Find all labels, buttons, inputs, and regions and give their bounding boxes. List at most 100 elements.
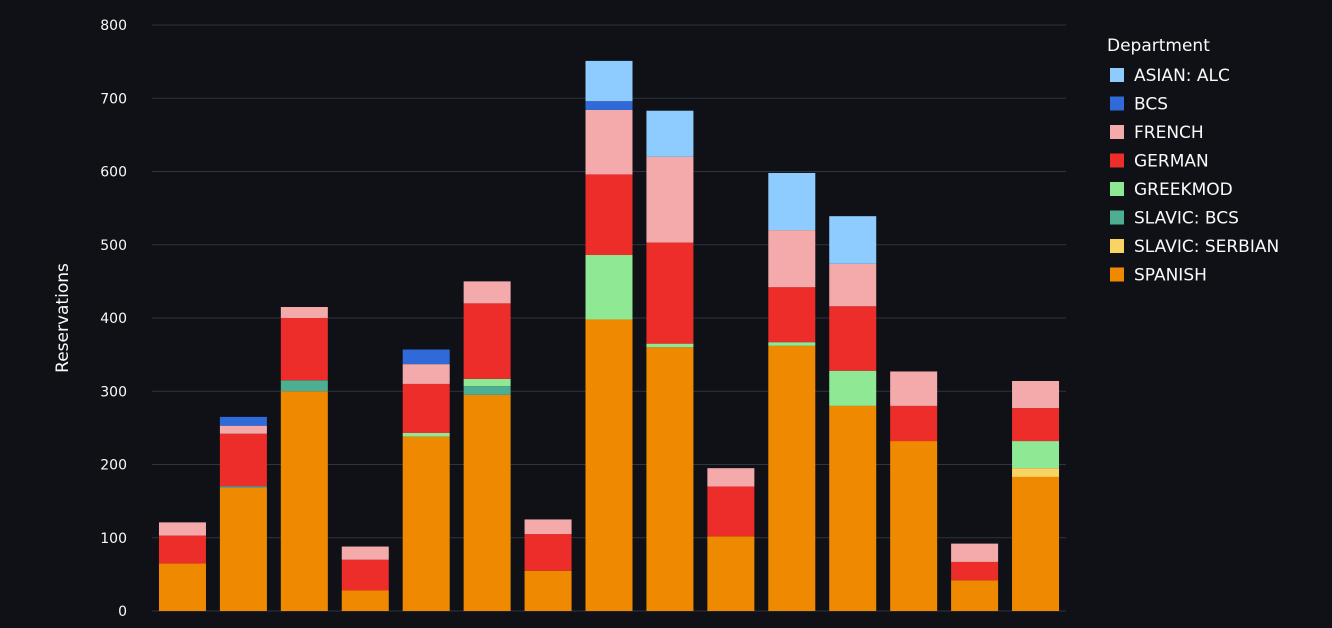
y-tick-label: 300: [100, 384, 127, 400]
bar-segment-french[interactable]: [829, 263, 877, 307]
legend-swatch: [1110, 125, 1124, 139]
bar-segment-bcs[interactable]: [402, 349, 450, 365]
legend-item[interactable]: ASIAN: ALC: [1110, 66, 1230, 86]
bar-segment-french[interactable]: [463, 281, 511, 304]
bar-segment-slavic-serbian[interactable]: [1012, 468, 1060, 477]
y-tick-label: 700: [100, 91, 127, 107]
legend-item[interactable]: BCS: [1110, 95, 1168, 115]
bar-segment-french[interactable]: [524, 519, 572, 535]
legend-swatch: [1110, 68, 1124, 82]
bar-segment-german[interactable]: [951, 561, 999, 581]
legend: Department ASIAN: ALC BCS FRENCH GERMAN GREE…: [1107, 36, 1279, 286]
bars: [158, 60, 1060, 611]
bar-segment-greekmod[interactable]: [646, 343, 694, 348]
bar-segment-french[interactable]: [219, 425, 267, 434]
legend-label: GERMAN: [1134, 152, 1209, 172]
bar-segment-greekmod[interactable]: [1012, 441, 1060, 469]
bar-segment-german[interactable]: [402, 383, 450, 434]
y-tick-label: 200: [100, 458, 127, 474]
legend-item[interactable]: FRENCH: [1110, 123, 1204, 143]
bar-segment-french[interactable]: [768, 230, 816, 288]
legend-item[interactable]: GERMAN: [1110, 152, 1209, 172]
bar-segment-spanish[interactable]: [951, 580, 999, 611]
bar-segment-german[interactable]: [707, 486, 755, 537]
bar-segment-german[interactable]: [890, 405, 938, 442]
bar-segment-spanish[interactable]: [585, 319, 633, 611]
y-axis-ticks: 0 100 200 300 400 500 600 700 800: [100, 18, 127, 620]
bar-segment-french[interactable]: [158, 522, 206, 536]
legend-items: ASIAN: ALC BCS FRENCH GERMAN GREEKMOD SLAVIC:…: [1110, 66, 1279, 286]
legend-item[interactable]: SPANISH: [1110, 266, 1207, 286]
bar-segment-spanish[interactable]: [707, 536, 755, 611]
bar-segment-german[interactable]: [585, 174, 633, 256]
bar-segment-german[interactable]: [463, 303, 511, 379]
y-tick-label: 600: [100, 165, 127, 181]
y-tick-label: 100: [100, 531, 127, 547]
y-tick-label: 0: [118, 604, 127, 620]
legend-label: FRENCH: [1134, 123, 1204, 143]
legend-title: Department: [1107, 36, 1210, 56]
bar-segment-german[interactable]: [219, 433, 267, 487]
bar-segment-spanish[interactable]: [280, 391, 328, 611]
bar-segment-spanish[interactable]: [829, 405, 877, 611]
bar-segment-german[interactable]: [280, 318, 328, 381]
bar-segment-german[interactable]: [524, 534, 572, 571]
bar-segment-asian-alc[interactable]: [768, 172, 816, 231]
bar-segment-french[interactable]: [707, 468, 755, 487]
bar-segment-spanish[interactable]: [158, 563, 206, 611]
bar-segment-bcs[interactable]: [219, 416, 267, 426]
bar-segment-french[interactable]: [585, 109, 633, 175]
bar-segment-german[interactable]: [768, 287, 816, 343]
legend-label: BCS: [1134, 95, 1168, 115]
bar-segment-french[interactable]: [1012, 380, 1060, 409]
bar-segment-french[interactable]: [951, 543, 999, 562]
bar-segment-greekmod[interactable]: [768, 342, 816, 346]
bar-segment-slavic-bcs[interactable]: [219, 486, 267, 488]
bar-segment-bcs[interactable]: [585, 101, 633, 110]
bar-segment-slavic-bcs[interactable]: [463, 386, 511, 395]
legend-swatch: [1110, 96, 1124, 111]
bar-segment-french[interactable]: [402, 364, 450, 384]
legend-swatch: [1110, 239, 1124, 253]
legend-label: SLAVIC: SERBIAN: [1134, 237, 1279, 257]
bar-segment-german[interactable]: [158, 535, 206, 564]
bar-segment-french[interactable]: [280, 307, 328, 318]
bar-segment-spanish[interactable]: [890, 441, 938, 611]
legend-item[interactable]: SLAVIC: BCS: [1110, 209, 1239, 229]
legend-label: SLAVIC: BCS: [1134, 209, 1239, 229]
bar-segment-spanish[interactable]: [463, 394, 511, 611]
bar-segment-german[interactable]: [829, 306, 877, 371]
legend-swatch: [1110, 267, 1124, 282]
legend-label: ASIAN: ALC: [1134, 66, 1230, 86]
bar-segment-spanish[interactable]: [1012, 476, 1060, 611]
bar-segment-german[interactable]: [646, 242, 694, 344]
bar-segment-spanish[interactable]: [341, 590, 389, 611]
bar-segment-greekmod[interactable]: [402, 433, 450, 437]
y-tick-label: 500: [100, 238, 127, 254]
bar-segment-slavic-bcs[interactable]: [280, 380, 328, 392]
bar-segment-asian-alc[interactable]: [646, 110, 694, 157]
y-tick-label: 400: [100, 311, 127, 327]
bar-segment-greekmod[interactable]: [585, 255, 633, 320]
bar-segment-german[interactable]: [341, 559, 389, 591]
bar-segment-spanish[interactable]: [402, 436, 450, 611]
bar-segment-french[interactable]: [890, 371, 938, 406]
bar-segment-spanish[interactable]: [768, 345, 816, 611]
legend-item[interactable]: GREEKMOD: [1110, 180, 1233, 200]
legend-swatch: [1110, 210, 1124, 225]
bar-segment-greekmod[interactable]: [829, 370, 877, 406]
bar-segment-spanish[interactable]: [219, 487, 267, 611]
bar-segment-french[interactable]: [341, 546, 389, 560]
legend-item[interactable]: SLAVIC: SERBIAN: [1110, 237, 1279, 257]
bar-segment-french[interactable]: [646, 156, 694, 243]
bar-segment-spanish[interactable]: [524, 570, 572, 611]
legend-label: SPANISH: [1134, 266, 1207, 286]
bar-segment-asian-alc[interactable]: [585, 60, 633, 102]
bar-segment-german[interactable]: [1012, 408, 1060, 442]
bar-segment-greekmod[interactable]: [463, 378, 511, 387]
bar-segment-spanish[interactable]: [646, 347, 694, 611]
y-tick-label: 800: [100, 18, 127, 34]
bar-segment-asian-alc[interactable]: [829, 216, 877, 264]
